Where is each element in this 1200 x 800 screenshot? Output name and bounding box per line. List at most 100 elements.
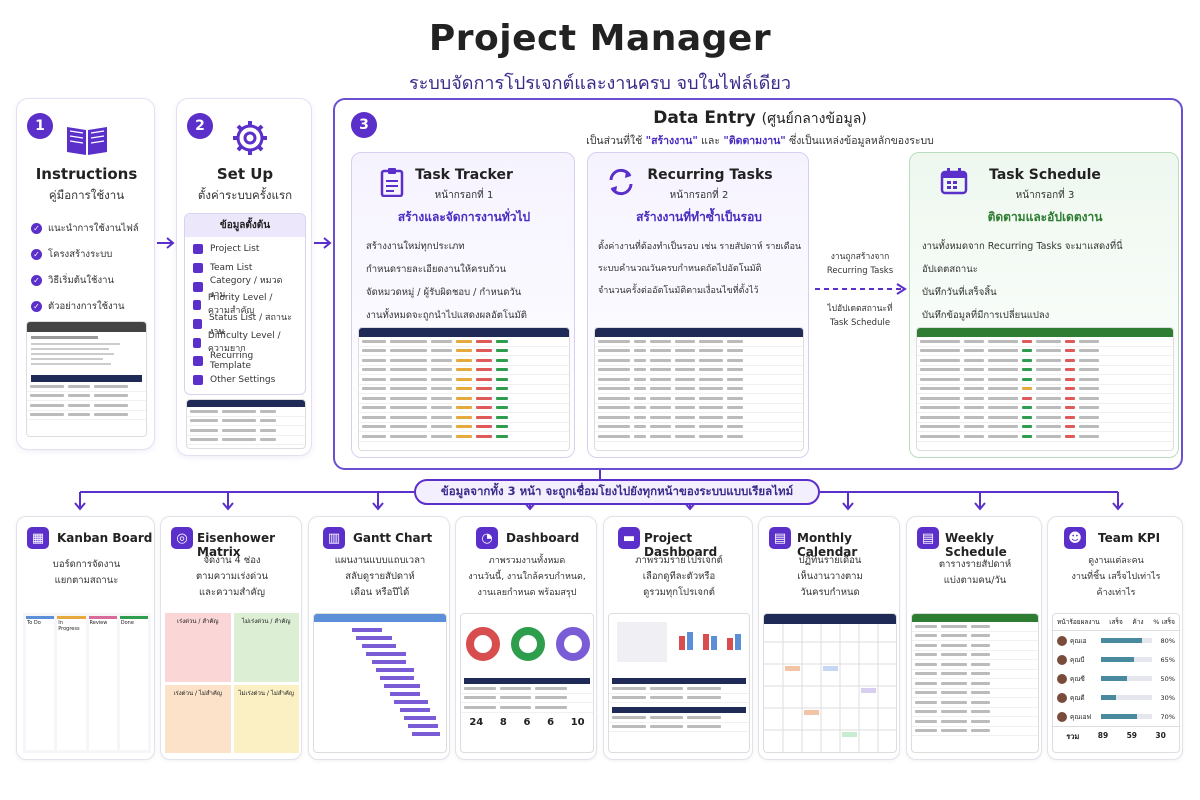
card-subtitle: หน้ากรอกที่ 1 xyxy=(434,190,494,201)
kpi-progress-bar xyxy=(1101,676,1152,681)
kanban-icon: ▦ xyxy=(27,527,49,549)
arrow-right-icon xyxy=(157,237,175,249)
gantt-thumbnail xyxy=(313,613,447,753)
category-icon xyxy=(193,281,203,292)
card-title: Recurring Tasks xyxy=(647,167,773,183)
card-description: จัดงาน 4 ช่อง ตามความเร่งด่วน และความสำคัญ xyxy=(195,555,269,598)
card-title: Monthly Calendar xyxy=(797,531,858,559)
card-accent: สร้างและจัดการงานทั่วไป xyxy=(397,210,531,224)
card-title: Eisenhower Matrix xyxy=(197,531,276,559)
eisenhower-matrix-card[interactable]: ◎ Eisenhower Matrix จัดงาน 4 ช่อง ตามความ… xyxy=(160,516,302,760)
dashboard-donuts xyxy=(466,627,590,661)
list-item: กำหนดรายละเอียดงานให้ครบถ้วน xyxy=(366,264,507,275)
setup-item[interactable]: Status List / สถานะงาน xyxy=(193,313,297,337)
list-item: บันทึกวันที่เสร็จสิ้น xyxy=(922,287,997,298)
recurring-tasks-card[interactable]: Recurring Tasks หน้ากรอกที่ 2 สร้างงานที… xyxy=(587,152,809,458)
calendar-week-icon: ▤ xyxy=(917,527,939,549)
calendar-icon: ▤ xyxy=(769,527,791,549)
list-item: จัดหมวดหมู่ / ผู้รับผิดชอบ / กำหนดวัน xyxy=(366,287,522,298)
card-title: Task Tracker xyxy=(415,167,513,183)
kpi-header: หน้าร้อยผลงาน เสร็จ ค้าง% เสร็จ xyxy=(1053,614,1179,631)
check-icon: ✓ xyxy=(31,223,42,234)
check-icon: ✓ xyxy=(31,301,42,312)
flow-label-top: งานถูกสร้างจาก Recurring Tasks xyxy=(826,252,894,276)
kpi-progress-fill xyxy=(1101,676,1127,681)
team-icon: ☻ xyxy=(1064,527,1086,549)
card-title: Kanban Board xyxy=(57,531,153,545)
list-item: ตั้งค่างานที่ต้องทำเป็นรอบ เช่น รายสัปดา… xyxy=(598,242,802,252)
difficulty-icon xyxy=(193,337,201,348)
instructions-card[interactable]: 1 Instructions คู่มือการใช้งาน ✓ แนะนำการ… xyxy=(16,98,155,450)
kpi-row: คุณดี 30% xyxy=(1053,688,1179,707)
list-item: สร้างงานใหม่ทุกประเภท xyxy=(366,241,465,252)
kpi-progress-fill xyxy=(1101,695,1117,700)
project-bars xyxy=(617,622,741,662)
list-item: จำนวนครั้งต่ออัตโนมัติตามเงื่อนไขที่ตั้ง… xyxy=(598,286,759,296)
kpi-total-row: รวม 89 59 30 xyxy=(1053,726,1179,747)
kpi-percent: 80% xyxy=(1160,636,1175,645)
data-entry-description: เป็นส่วนที่ใช้ "สร้างงาน" และ "ติดตามงาน… xyxy=(586,135,934,147)
setup-item[interactable]: Project List xyxy=(193,240,297,259)
team-kpi-card[interactable]: ☻ Team KPI ดูงานแต่ละคน งานที่ชิ้น เสร็จไ… xyxy=(1047,516,1183,760)
card-description: ตารางรายสัปดาห์ แบ่งตามคน/วัน xyxy=(938,559,1012,586)
card-title: Dashboard xyxy=(506,531,580,545)
setup-item[interactable]: Other Settings xyxy=(193,371,297,390)
book-icon xyxy=(65,123,109,161)
setup-item[interactable]: Category / หมวดงาน xyxy=(193,276,297,300)
kpi-percent: 50% xyxy=(1160,674,1175,683)
kanban-board-card[interactable]: ▦ Kanban Board บอร์ดการจัดงาน แยกตามสถานะ… xyxy=(16,516,155,760)
card-subtitle: คู่มือการใช้งาน xyxy=(48,188,125,202)
kpi-row: คุณซี 50% xyxy=(1053,669,1179,688)
pie-icon: ◔ xyxy=(476,527,498,549)
setup-card[interactable]: 2 Set Up ตั้งค่าระบบครั้งแรก ข้อมูลตั้งต… xyxy=(176,98,312,456)
setup-box-title: ข้อมูลตั้งต้น xyxy=(185,214,305,237)
list-item: ✓ ตัวอย่างการใช้งาน xyxy=(31,299,151,314)
weekly-schedule-card[interactable]: ▤ Weekly Schedule ตารางรายสัปดาห์ แบ่งตาม… xyxy=(906,516,1042,760)
monthly-calendar-card[interactable]: ▤ Monthly Calendar ปฏิทินรายเดือน เห็นงาน… xyxy=(758,516,900,760)
card-title: Project Dashboard xyxy=(644,531,718,559)
kpi-percent: 65% xyxy=(1160,655,1175,664)
task-schedule-card[interactable]: Task Schedule หน้ากรอกที่ 3 ติดตามและอัป… xyxy=(909,152,1179,458)
flow-label-bottom: ไปอัปเดตสถานะที่ Task Schedule xyxy=(827,304,893,328)
weekly-schedule-thumbnail xyxy=(911,613,1039,753)
card-description: แผนงานแบบแถบเวลา สลับดูรายสัปดาห์ เดือน หร… xyxy=(334,555,426,598)
settings-icon xyxy=(193,375,203,386)
setup-item[interactable]: Priority Level / ความสำคัญ xyxy=(193,293,297,316)
calendar-icon xyxy=(940,167,968,199)
gantt-chart-card[interactable]: ▥ Gantt Chart แผนงานแบบแถบเวลา สลับดูรายส… xyxy=(308,516,450,760)
kpi-row: คุณเอ 80% xyxy=(1053,631,1179,650)
card-title: Weekly Schedule xyxy=(945,531,1007,559)
step-number: 3 xyxy=(351,112,377,138)
kpi-person-name: คุณซี xyxy=(1070,674,1085,683)
bullet-list: งานทั้งหมดจาก Recurring Tasks จะมาแสดงที… xyxy=(922,239,1174,331)
recurring-thumbnail xyxy=(594,327,804,451)
connector-lines xyxy=(74,470,1124,511)
card-accent: ติดตามและอัปเดตงาน xyxy=(987,210,1103,224)
connector-label: ข้อมูลจากทั้ง 3 หน้า จะถูกเชื่อมโยงไปยัง… xyxy=(414,479,820,505)
gear-icon xyxy=(231,119,269,161)
gantt-icon: ▥ xyxy=(323,527,345,549)
avatar xyxy=(1057,635,1067,646)
kanban-thumbnail: To Do In Progress Review Done xyxy=(23,613,151,753)
avatar xyxy=(1057,654,1067,665)
card-accent: สร้างงานที่ทำซ้ำเป็นรอบ xyxy=(636,210,762,224)
page-title: Project Manager xyxy=(428,18,772,59)
kpi-person-name: คุณเอฟ xyxy=(1070,712,1092,721)
task-tracker-thumbnail xyxy=(358,327,570,451)
kpi-person-name: คุณเอ xyxy=(1070,636,1087,645)
team-icon xyxy=(193,263,203,274)
task-tracker-card[interactable]: Task Tracker หน้ากรอกที่ 1 สร้างและจัดกา… xyxy=(351,152,575,458)
dashboard-card[interactable]: ◔ Dashboard ภาพรวมงานทั้งหมด งานวันนี้, ง… xyxy=(455,516,597,760)
setup-item[interactable]: Recurring Template xyxy=(193,351,297,371)
list-icon xyxy=(193,244,203,255)
setup-thumbnail xyxy=(186,399,306,449)
page-subtitle: ระบบจัดการโปรเจกต์และงานครบ จบในไฟล์เดีย… xyxy=(409,73,791,94)
setup-item[interactable]: Difficulty Level / ความยาก xyxy=(193,331,297,354)
setup-item[interactable]: Team List xyxy=(193,259,297,278)
list-item: งานทั้งหมดจาก Recurring Tasks จะมาแสดงที… xyxy=(922,241,1123,252)
team-kpi-table: หน้าร้อยผลงาน เสร็จ ค้าง% เสร็จ คุณเอ 80% คุ… xyxy=(1052,613,1180,753)
status-icon xyxy=(193,319,202,330)
step-number: 2 xyxy=(187,113,213,139)
list-item: ✓ โครงสร้างระบบ xyxy=(31,247,151,262)
project-dashboard-card[interactable]: ▬ Project Dashboard ภาพรวมรายโปรเจกต์ เลื… xyxy=(603,516,753,760)
